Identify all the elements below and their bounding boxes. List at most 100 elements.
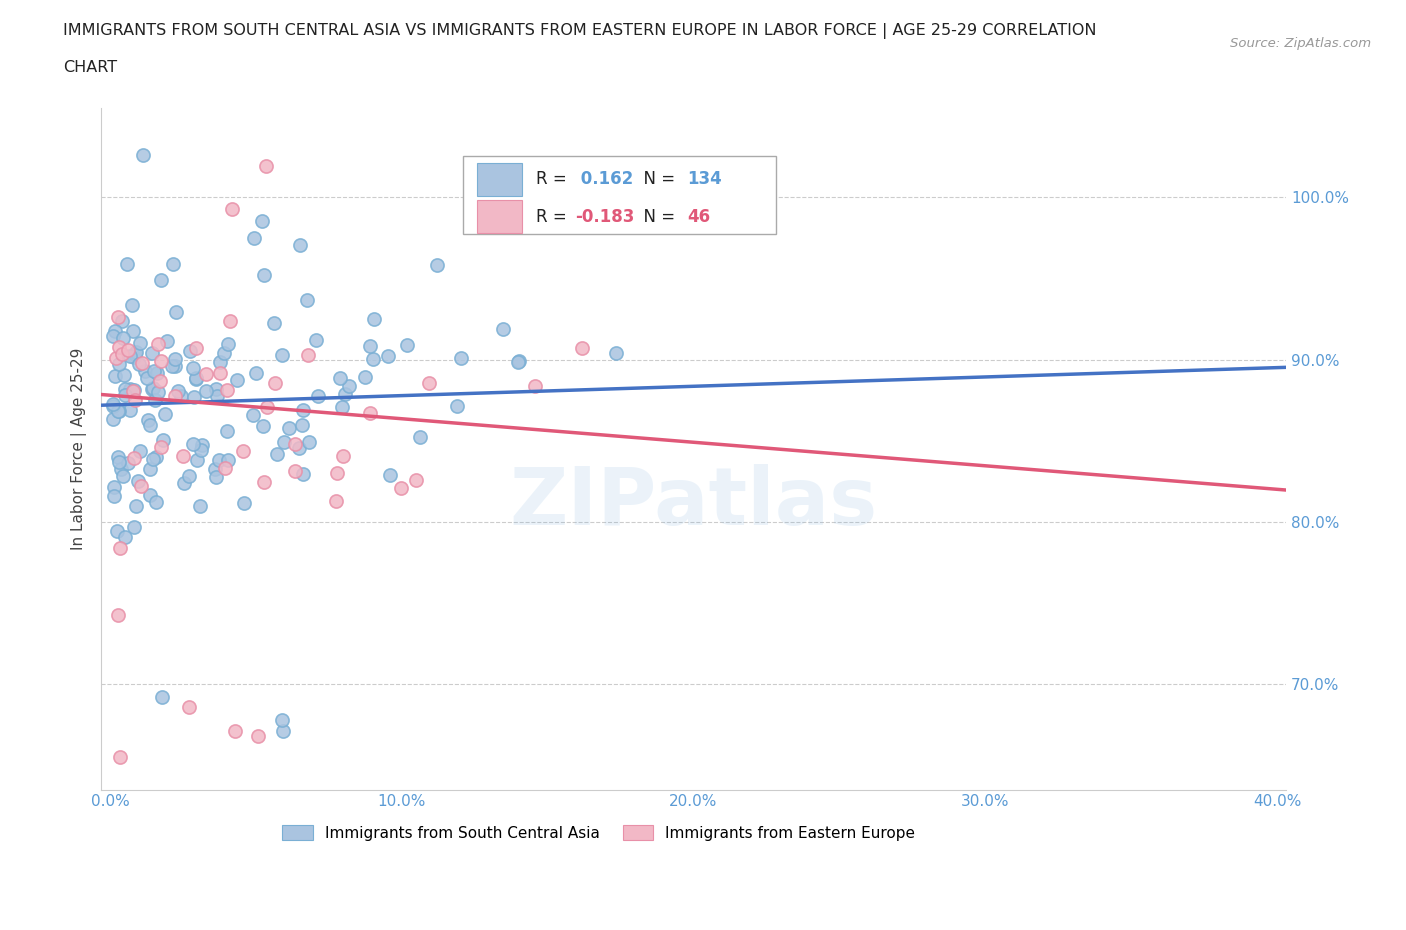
- Point: [215, 423, 238, 438]
- Point: [165, 304, 187, 319]
- Point: [131, 355, 153, 370]
- FancyBboxPatch shape: [477, 163, 522, 195]
- Point: [329, 371, 352, 386]
- Point: [409, 430, 432, 445]
- Point: [101, 329, 124, 344]
- Point: [217, 337, 239, 352]
- Point: [101, 412, 124, 427]
- Point: [215, 382, 238, 397]
- Text: R =: R =: [536, 170, 572, 188]
- Point: [162, 257, 184, 272]
- Point: [110, 462, 132, 477]
- FancyBboxPatch shape: [463, 155, 776, 234]
- Point: [141, 345, 163, 360]
- Point: [105, 524, 128, 538]
- Point: [190, 443, 212, 458]
- Point: [209, 365, 232, 380]
- Point: [332, 449, 354, 464]
- Point: [389, 481, 412, 496]
- Point: [253, 475, 276, 490]
- Text: CHART: CHART: [63, 60, 117, 75]
- Point: [125, 344, 148, 359]
- Point: [305, 333, 328, 348]
- Point: [492, 322, 515, 337]
- Point: [104, 324, 127, 339]
- Point: [232, 444, 254, 458]
- Point: [145, 450, 167, 465]
- Point: [359, 339, 381, 353]
- Point: [163, 389, 186, 404]
- Point: [297, 348, 319, 363]
- Point: [523, 379, 546, 393]
- Point: [325, 466, 347, 481]
- Point: [221, 202, 243, 217]
- Point: [195, 367, 218, 382]
- Point: [112, 330, 135, 345]
- Point: [333, 386, 356, 401]
- Point: [118, 381, 141, 396]
- Point: [134, 364, 156, 379]
- Point: [145, 495, 167, 510]
- Point: [284, 437, 307, 452]
- Point: [195, 383, 218, 398]
- Point: [242, 231, 264, 246]
- Point: [139, 488, 162, 503]
- Point: [124, 393, 146, 408]
- Point: [278, 420, 301, 435]
- Point: [152, 432, 174, 447]
- Point: [325, 493, 347, 508]
- Point: [186, 453, 208, 468]
- Point: [271, 713, 294, 728]
- Point: [184, 371, 207, 386]
- Point: [225, 372, 247, 387]
- Point: [359, 405, 381, 420]
- Point: [117, 342, 139, 357]
- Point: [160, 358, 183, 373]
- Point: [363, 312, 385, 326]
- Point: [266, 446, 288, 461]
- Point: [181, 361, 204, 376]
- Point: [129, 478, 152, 493]
- Text: IMMIGRANTS FROM SOUTH CENTRAL ASIA VS IMMIGRANTS FROM EASTERN EUROPE IN LABOR FO: IMMIGRANTS FROM SOUTH CENTRAL ASIA VS IM…: [63, 23, 1097, 39]
- Point: [183, 436, 205, 451]
- Point: [166, 383, 188, 398]
- Point: [508, 353, 530, 368]
- Point: [330, 399, 353, 414]
- Point: [139, 418, 162, 432]
- Point: [426, 258, 449, 272]
- Point: [307, 389, 329, 404]
- Text: 46: 46: [688, 207, 711, 226]
- Point: [263, 315, 285, 330]
- Point: [129, 336, 152, 351]
- Text: R =: R =: [536, 207, 572, 226]
- Point: [208, 452, 231, 467]
- Point: [132, 147, 155, 162]
- Point: [204, 461, 226, 476]
- Point: [124, 347, 146, 362]
- Point: [186, 371, 208, 386]
- Point: [288, 237, 311, 252]
- Point: [139, 461, 162, 476]
- Point: [127, 473, 149, 488]
- Point: [284, 464, 307, 479]
- Point: [298, 434, 321, 449]
- Point: [107, 450, 129, 465]
- Point: [142, 380, 165, 395]
- Text: Source: ZipAtlas.com: Source: ZipAtlas.com: [1230, 37, 1371, 50]
- Point: [191, 438, 214, 453]
- Point: [245, 365, 267, 380]
- Point: [252, 267, 274, 282]
- Point: [506, 354, 529, 369]
- Point: [571, 340, 593, 355]
- Point: [142, 364, 165, 379]
- Point: [361, 352, 384, 366]
- Point: [125, 498, 148, 513]
- Point: [108, 356, 131, 371]
- Point: [337, 379, 360, 393]
- Point: [205, 470, 228, 485]
- Point: [605, 345, 627, 360]
- Point: [108, 540, 131, 555]
- Point: [108, 455, 131, 470]
- Point: [252, 418, 274, 433]
- Point: [396, 338, 419, 352]
